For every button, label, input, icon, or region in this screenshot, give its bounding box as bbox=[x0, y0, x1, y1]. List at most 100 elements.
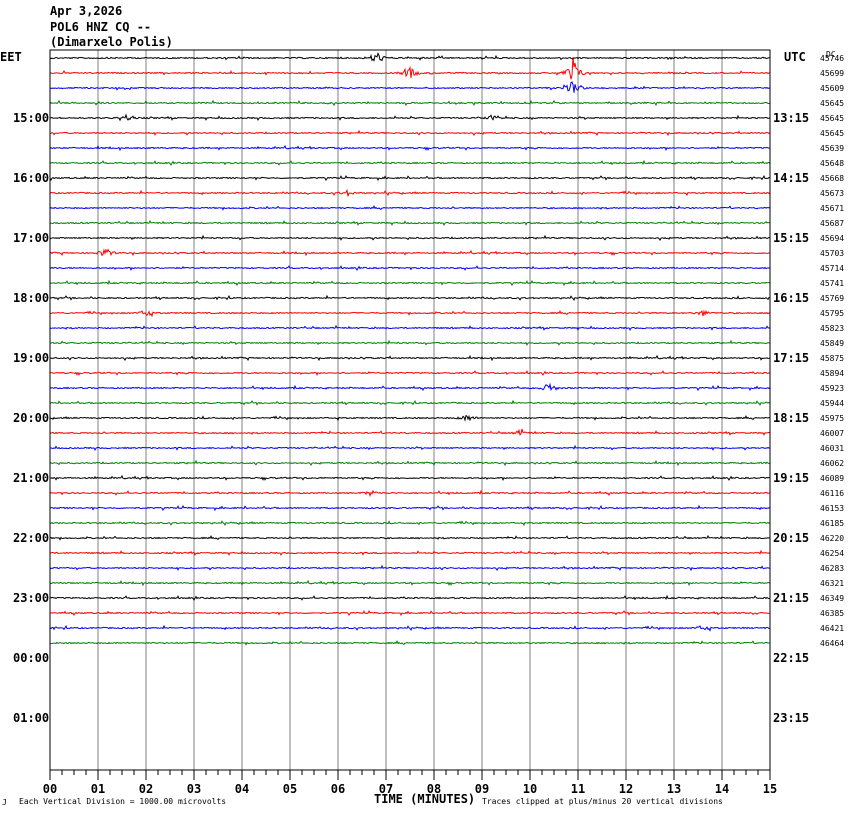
seismic-trace bbox=[49, 610, 771, 617]
seismic-trace bbox=[49, 504, 771, 512]
seismic-trace bbox=[49, 339, 771, 346]
seismic-trace bbox=[49, 640, 771, 646]
seismic-trace bbox=[49, 520, 771, 527]
seismic-trace bbox=[49, 279, 771, 287]
footer-scale-note: Each Vertical Division = 1000.00 microvo… bbox=[19, 797, 227, 806]
x-tick-label: 13 bbox=[667, 782, 681, 796]
right-hour-label: 20:15 bbox=[773, 531, 810, 545]
seismic-trace bbox=[49, 174, 771, 182]
dc-offset-label: 45671 bbox=[820, 204, 844, 213]
seismic-traces bbox=[49, 52, 771, 646]
dc-offset-label: 45894 bbox=[820, 369, 844, 378]
seismic-trace bbox=[49, 144, 771, 152]
dc-offset-label: 45645 bbox=[820, 114, 844, 123]
dc-offset-label: 45795 bbox=[820, 309, 844, 318]
seismic-trace bbox=[49, 354, 771, 362]
left-hour-label: 17:00 bbox=[13, 231, 50, 245]
seismic-trace bbox=[49, 129, 771, 137]
seismic-trace bbox=[49, 159, 771, 166]
right-hour-label: 21:15 bbox=[773, 591, 810, 605]
footer-clip-note: Traces clipped at plus/minus 20 vertical… bbox=[482, 797, 723, 806]
seismic-trace bbox=[49, 219, 771, 227]
seismic-trace bbox=[49, 309, 770, 318]
seismic-trace bbox=[49, 294, 771, 302]
dc-offset-label: 45639 bbox=[820, 144, 844, 153]
x-tick-label: 15 bbox=[763, 782, 777, 796]
dc-offset-label: 45975 bbox=[820, 414, 844, 423]
dc-offset-label: 46321 bbox=[820, 579, 844, 588]
left-hour-label: 00:00 bbox=[13, 651, 50, 665]
seismic-trace bbox=[49, 444, 771, 452]
x-tick-label: 05 bbox=[283, 782, 297, 796]
x-tick-label: 04 bbox=[235, 782, 249, 796]
dc-offset-label: 46283 bbox=[820, 564, 844, 573]
x-tick-label: 12 bbox=[619, 782, 633, 796]
x-tick-label: 08 bbox=[427, 782, 441, 796]
left-hour-label: 16:00 bbox=[13, 171, 50, 185]
dc-offset-label: 45769 bbox=[820, 294, 844, 303]
minute-grid bbox=[97, 50, 723, 770]
dc-offset-label: 45694 bbox=[820, 234, 844, 243]
left-hour-label: 18:00 bbox=[13, 291, 50, 305]
x-axis-ticks bbox=[49, 770, 771, 780]
x-tick-label: 03 bbox=[187, 782, 201, 796]
seismic-trace bbox=[49, 474, 771, 482]
seismic-trace bbox=[49, 382, 771, 392]
seismic-trace bbox=[49, 81, 771, 93]
dc-offset-label: 46062 bbox=[820, 459, 844, 468]
x-tick-label: 10 bbox=[523, 782, 537, 796]
seismic-trace bbox=[49, 52, 771, 62]
seismic-trace bbox=[49, 265, 771, 272]
dc-offset-label: 46116 bbox=[820, 489, 844, 498]
dc-offset-label: 46153 bbox=[820, 504, 844, 513]
seismic-trace bbox=[49, 594, 771, 601]
dc-offset-label: 45923 bbox=[820, 384, 844, 393]
dc-offset-label: 46349 bbox=[820, 594, 844, 603]
dc-offset-label: 46421 bbox=[820, 624, 844, 633]
dc-offset-label: 45609 bbox=[820, 84, 844, 93]
seismic-trace bbox=[50, 549, 771, 557]
left-hour-label: 21:00 bbox=[13, 471, 50, 485]
x-tick-label: 02 bbox=[139, 782, 153, 796]
seismic-trace bbox=[49, 399, 771, 407]
dc-label: DC bbox=[826, 50, 836, 59]
seismic-trace bbox=[49, 579, 771, 587]
dc-offset-label: 46185 bbox=[820, 519, 844, 528]
right-hour-label: 16:15 bbox=[773, 291, 810, 305]
right-hour-label: 22:15 bbox=[773, 651, 810, 665]
seismic-trace bbox=[49, 414, 771, 422]
left-hour-label: 19:00 bbox=[13, 351, 50, 365]
seismic-trace bbox=[49, 324, 771, 332]
dc-offset-label: 46254 bbox=[820, 549, 844, 558]
dc-offset-label: 45673 bbox=[820, 189, 844, 198]
dc-offset-label: 45703 bbox=[820, 249, 844, 258]
right-hour-label: 17:15 bbox=[773, 351, 810, 365]
footer-left-mark: J bbox=[2, 798, 7, 807]
seismic-trace bbox=[49, 248, 771, 257]
dc-offset-labels: 45746 45699 45609 45645 45645 45645 45639 45648… bbox=[820, 54, 844, 648]
seismic-trace bbox=[49, 205, 771, 211]
dc-offset-label: 45849 bbox=[820, 339, 844, 348]
seismic-trace bbox=[49, 428, 771, 437]
seismic-trace bbox=[49, 459, 771, 467]
left-hour-label: 01:00 bbox=[13, 711, 50, 725]
header-location: (Dimarxelo Polis) bbox=[50, 35, 173, 49]
seismic-trace bbox=[49, 489, 771, 498]
dc-offset-label: 45668 bbox=[820, 174, 844, 183]
right-timezone-label: UTC bbox=[784, 50, 806, 64]
right-hour-label: 14:15 bbox=[773, 171, 810, 185]
dc-offset-label: 46464 bbox=[820, 639, 844, 648]
right-hour-label: 13:15 bbox=[773, 111, 810, 125]
seismic-trace bbox=[49, 624, 771, 632]
header-station: POL6 HNZ CQ -- bbox=[50, 20, 152, 34]
dc-offset-label: 45648 bbox=[820, 159, 844, 168]
dc-offset-label: 45699 bbox=[820, 69, 844, 78]
seismic-trace bbox=[49, 234, 771, 241]
x-axis-label: TIME (MINUTES) bbox=[374, 792, 476, 806]
x-tick-label: 14 bbox=[715, 782, 729, 796]
seismic-trace bbox=[49, 370, 771, 377]
dc-offset-label: 45823 bbox=[820, 324, 844, 333]
x-tick-label: 06 bbox=[331, 782, 345, 796]
plot-frame bbox=[49, 49, 771, 771]
